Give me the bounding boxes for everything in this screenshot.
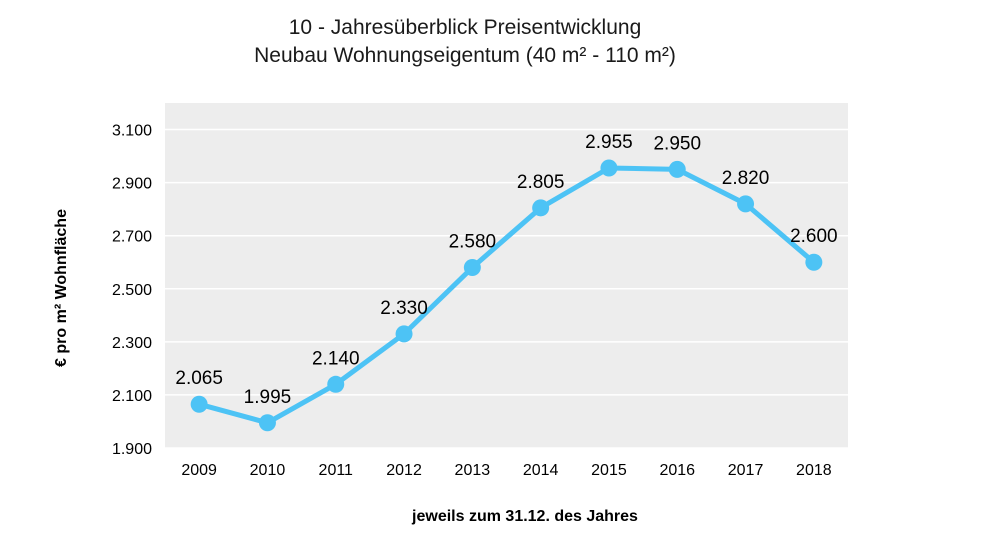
x-axis-label: jeweils zum 31.12. des Jahres [412,508,638,525]
data-point [532,199,550,217]
data-point [327,375,345,393]
x-tick-label: 2013 [455,462,491,479]
y-axis-ticks: 1.900 2.100 2.300 2.500 2.700 2.900 3.100 [112,123,152,458]
chart-title-line-2: Neubau Wohnungseigentum (40 m² - 110 m²) [254,44,676,67]
data-point [668,160,686,178]
x-tick-label: 2009 [181,462,217,479]
y-axis-label: € pro m² Wohnfläche [53,209,70,367]
x-axis-ticks: 2009 2010 2011 2012 2013 2014 2015 2016 2017 2018 [181,462,831,479]
y-tick-label: 2.900 [112,176,152,193]
x-tick-label: 2017 [728,462,764,479]
data-label: 2.065 [175,368,223,389]
y-tick-label: 1.900 [112,441,152,458]
y-tick-label: 3.100 [112,123,152,140]
data-label: 2.580 [449,232,497,253]
y-tick-label: 2.700 [112,229,152,246]
data-label: 2.950 [653,133,701,154]
data-point [600,159,618,177]
data-point [190,395,208,413]
data-label: 1.995 [244,387,292,408]
x-tick-label: 2014 [523,462,559,479]
x-tick-label: 2016 [659,462,695,479]
y-tick-label: 2.500 [112,282,152,299]
chart-title-line-1: 10 - Jahresüberblick Preisentwicklung [288,16,642,39]
data-point [395,325,413,343]
data-label: 2.805 [517,172,565,193]
data-points [190,159,823,432]
data-point [737,195,755,213]
data-point [463,259,481,277]
x-tick-label: 2011 [319,462,354,479]
x-tick-label: 2012 [386,462,422,479]
data-label: 2.330 [380,298,428,319]
data-label: 2.955 [585,132,633,153]
series-line [196,165,817,426]
x-tick-label: 2010 [250,462,286,479]
data-labels: 2.065 1.995 2.140 2.330 2.580 2.805 2.955 2.950… [175,132,837,408]
gridlines [165,128,848,449]
data-point [805,253,823,271]
data-label: 2.140 [312,348,360,369]
x-tick-label: 2018 [796,462,832,479]
x-tick-label: 2015 [591,462,627,479]
chart-title: 10 - Jahresüberblick Preisentwicklung Ne… [0,14,930,70]
data-point [258,414,276,432]
data-label: 2.600 [790,226,838,247]
y-tick-label: 2.300 [112,335,152,352]
data-label: 2.820 [722,168,770,189]
plot-area [165,103,848,448]
y-tick-label: 2.100 [112,388,152,405]
